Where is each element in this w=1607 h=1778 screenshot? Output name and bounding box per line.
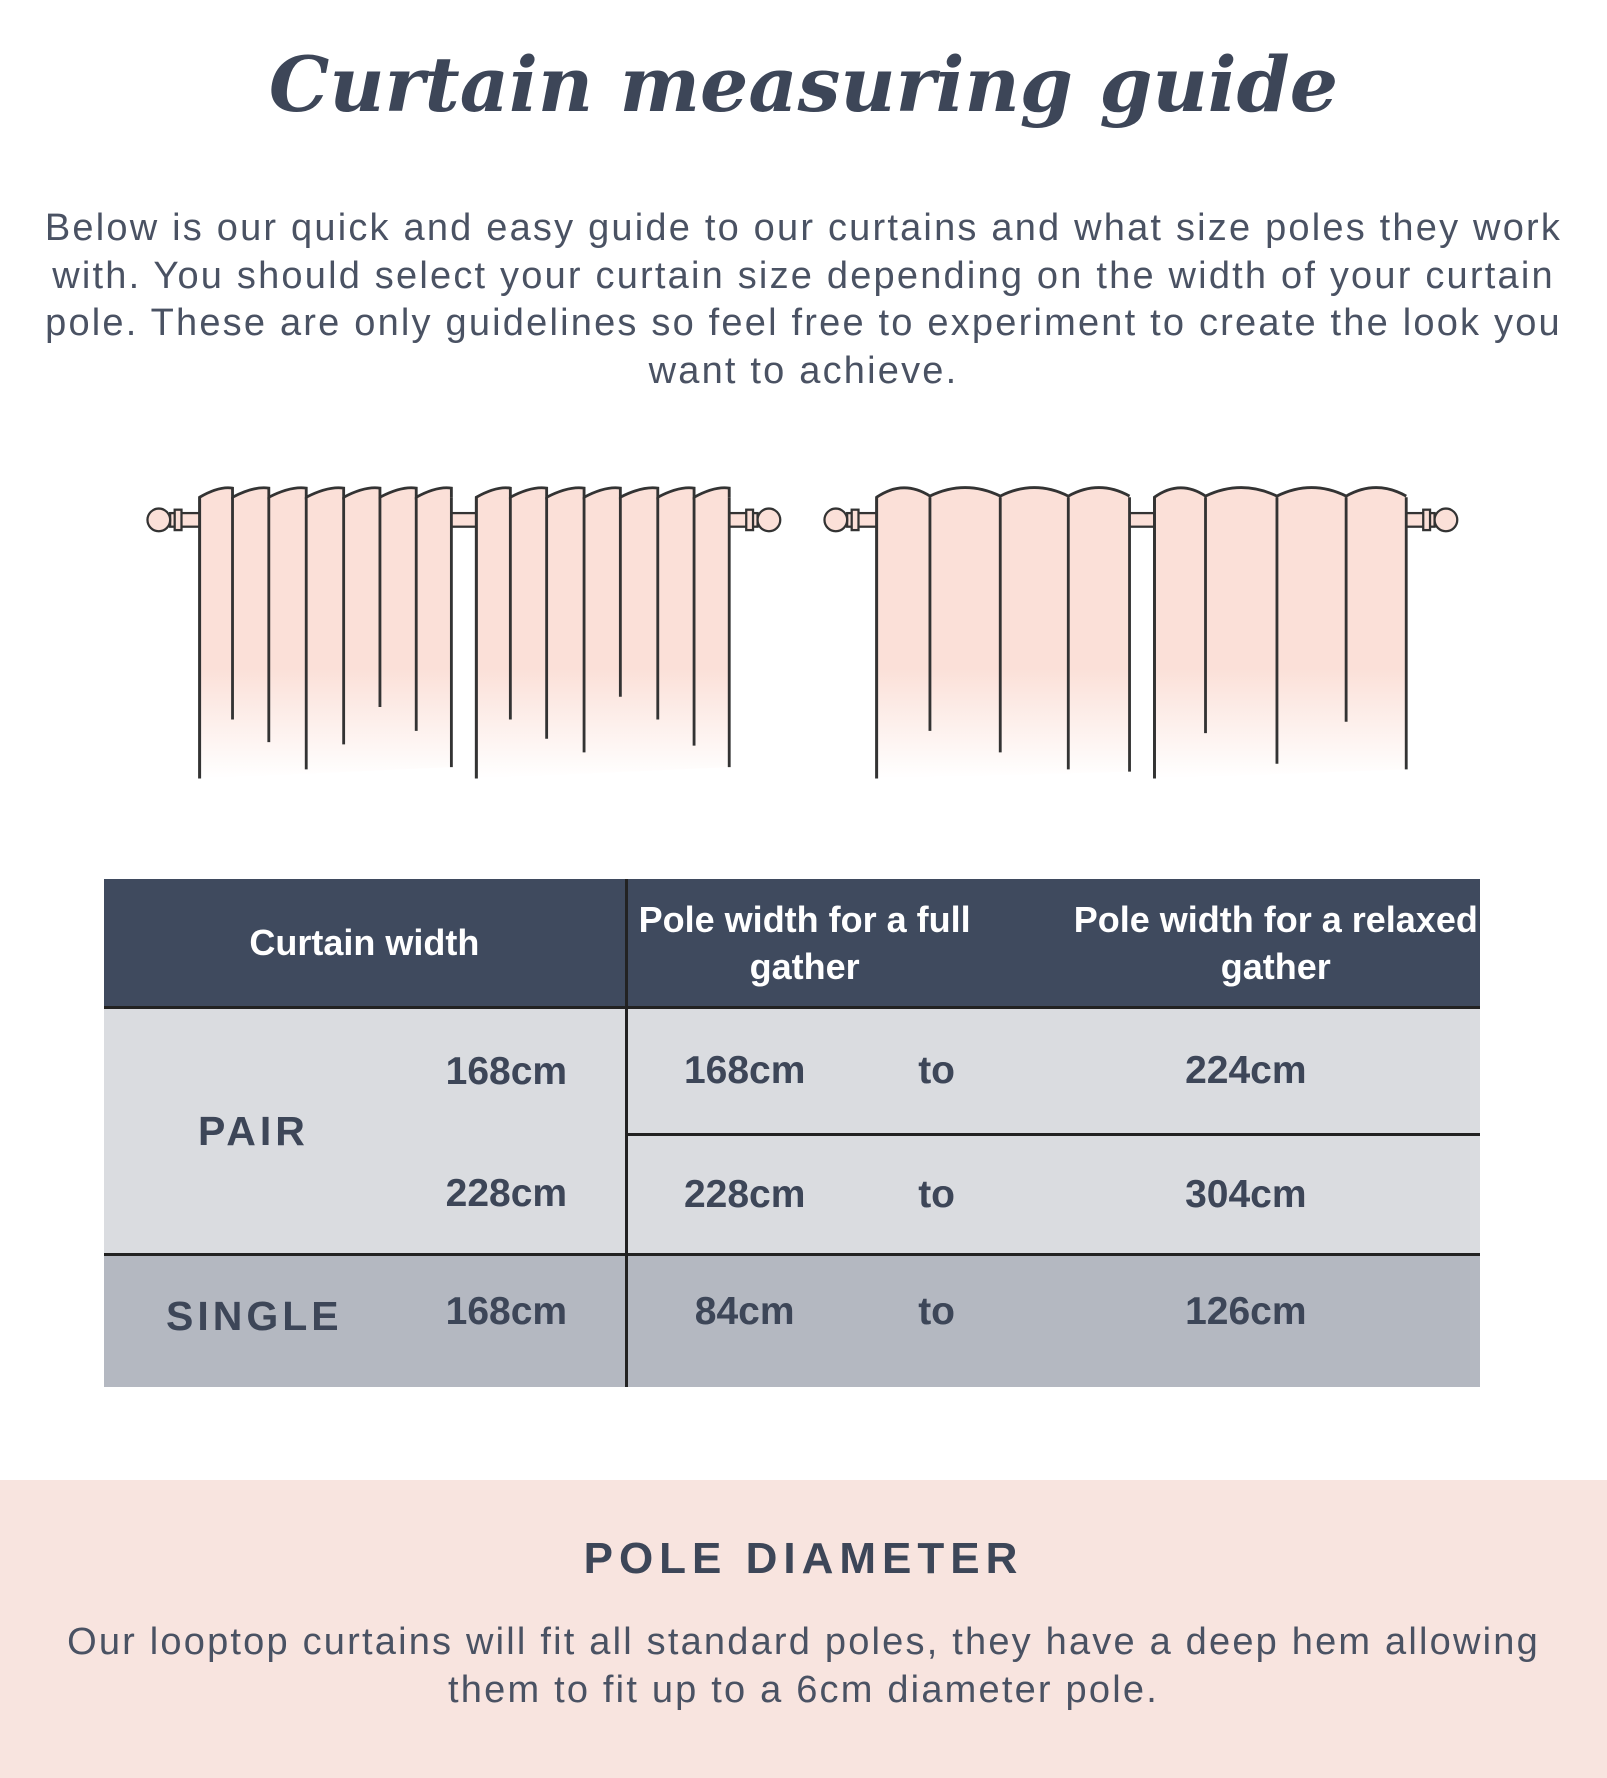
header-curtain-width: Curtain width <box>104 879 628 1009</box>
full-gather-width: 228cm <box>626 1134 862 1255</box>
page-title: Curtain measuring guide <box>268 40 1339 129</box>
row-type-single: SINGLE <box>104 1253 388 1387</box>
full-gather-width: 168cm <box>626 1007 862 1136</box>
full-gather-curtain-illustration <box>146 486 782 779</box>
full-gather-width: 84cm <box>626 1253 862 1387</box>
relaxed-gather-width: 304cm <box>1011 1134 1480 1255</box>
row-type-pair: PAIR <box>104 1007 388 1255</box>
curtain-illustrations <box>146 486 1459 779</box>
range-separator: to <box>861 1134 1012 1255</box>
table-row: PAIR 168cm 168cm to 224cm <box>104 1007 1480 1255</box>
curtain-width: 168cm <box>388 1253 628 1387</box>
header-relaxed-gather: Pole width for a relaxed gather <box>1011 879 1480 1009</box>
size-table: Curtain width Pole width for a full gath… <box>104 879 1480 1387</box>
range-separator: to <box>861 1007 1012 1136</box>
relaxed-gather-width: 224cm <box>1011 1007 1480 1136</box>
relaxed-gather-width: 126cm <box>1011 1253 1480 1387</box>
intro-text: Below is our quick and easy guide to our… <box>44 207 1563 392</box>
relaxed-gather-curtain-illustration <box>823 486 1459 779</box>
finial-icon <box>823 507 849 533</box>
finial-icon <box>756 507 782 533</box>
curtain-width: 228cm <box>388 1134 628 1255</box>
pole-diameter-title: POLE DIAMETER <box>583 1534 1024 1583</box>
pole-diameter-text: Our looptop curtains will fit all standa… <box>67 1621 1540 1711</box>
table-header-row: Curtain width Pole width for a full gath… <box>104 879 1480 1009</box>
table-row: 228cm 228cm to 304cm <box>104 1134 1480 1255</box>
range-separator: to <box>861 1253 1012 1387</box>
finial-icon <box>146 507 172 533</box>
pole-diameter-section: POLE DIAMETER Our looptop curtains will … <box>0 1480 1607 1778</box>
header-full-gather: Pole width for a full gather <box>626 879 1012 1009</box>
curtain-width: 168cm <box>388 1007 628 1135</box>
table-row: SINGLE 168cm 84cm to 126cm <box>104 1253 1480 1387</box>
finial-icon <box>1433 507 1459 533</box>
